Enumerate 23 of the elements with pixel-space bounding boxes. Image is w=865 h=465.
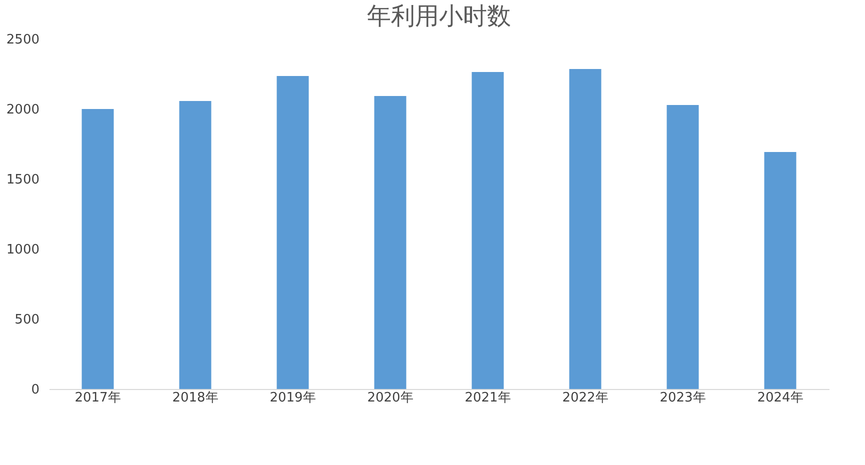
bar: [179, 101, 212, 389]
bar: [666, 104, 699, 389]
y-tick-label: 1000: [6, 242, 40, 258]
x-tick-label: 2023年: [660, 390, 706, 406]
bar: [82, 109, 114, 389]
x-tick-label: 2020年: [367, 390, 414, 406]
x-tick-label: 2022年: [562, 390, 608, 406]
y-tick-label: 2000: [6, 102, 40, 118]
y-tick-label: 0: [31, 382, 40, 398]
bar: [472, 72, 504, 389]
x-tick-label: 2017年: [74, 390, 121, 406]
y-tick-label: 500: [14, 312, 40, 328]
chart-title: 年利用小时数: [367, 2, 511, 30]
x-tick-label: 2019年: [270, 390, 316, 406]
x-tick-label: 2018年: [172, 390, 218, 406]
bar: [276, 76, 309, 389]
bar: [374, 96, 406, 389]
y-tick-label: 2500: [6, 32, 40, 48]
y-tick-label: 1500: [6, 172, 40, 188]
x-tick-label: 2024年: [757, 390, 804, 406]
x-tick-label: 2021年: [464, 390, 511, 406]
bar: [569, 68, 602, 389]
bar: [764, 152, 796, 389]
